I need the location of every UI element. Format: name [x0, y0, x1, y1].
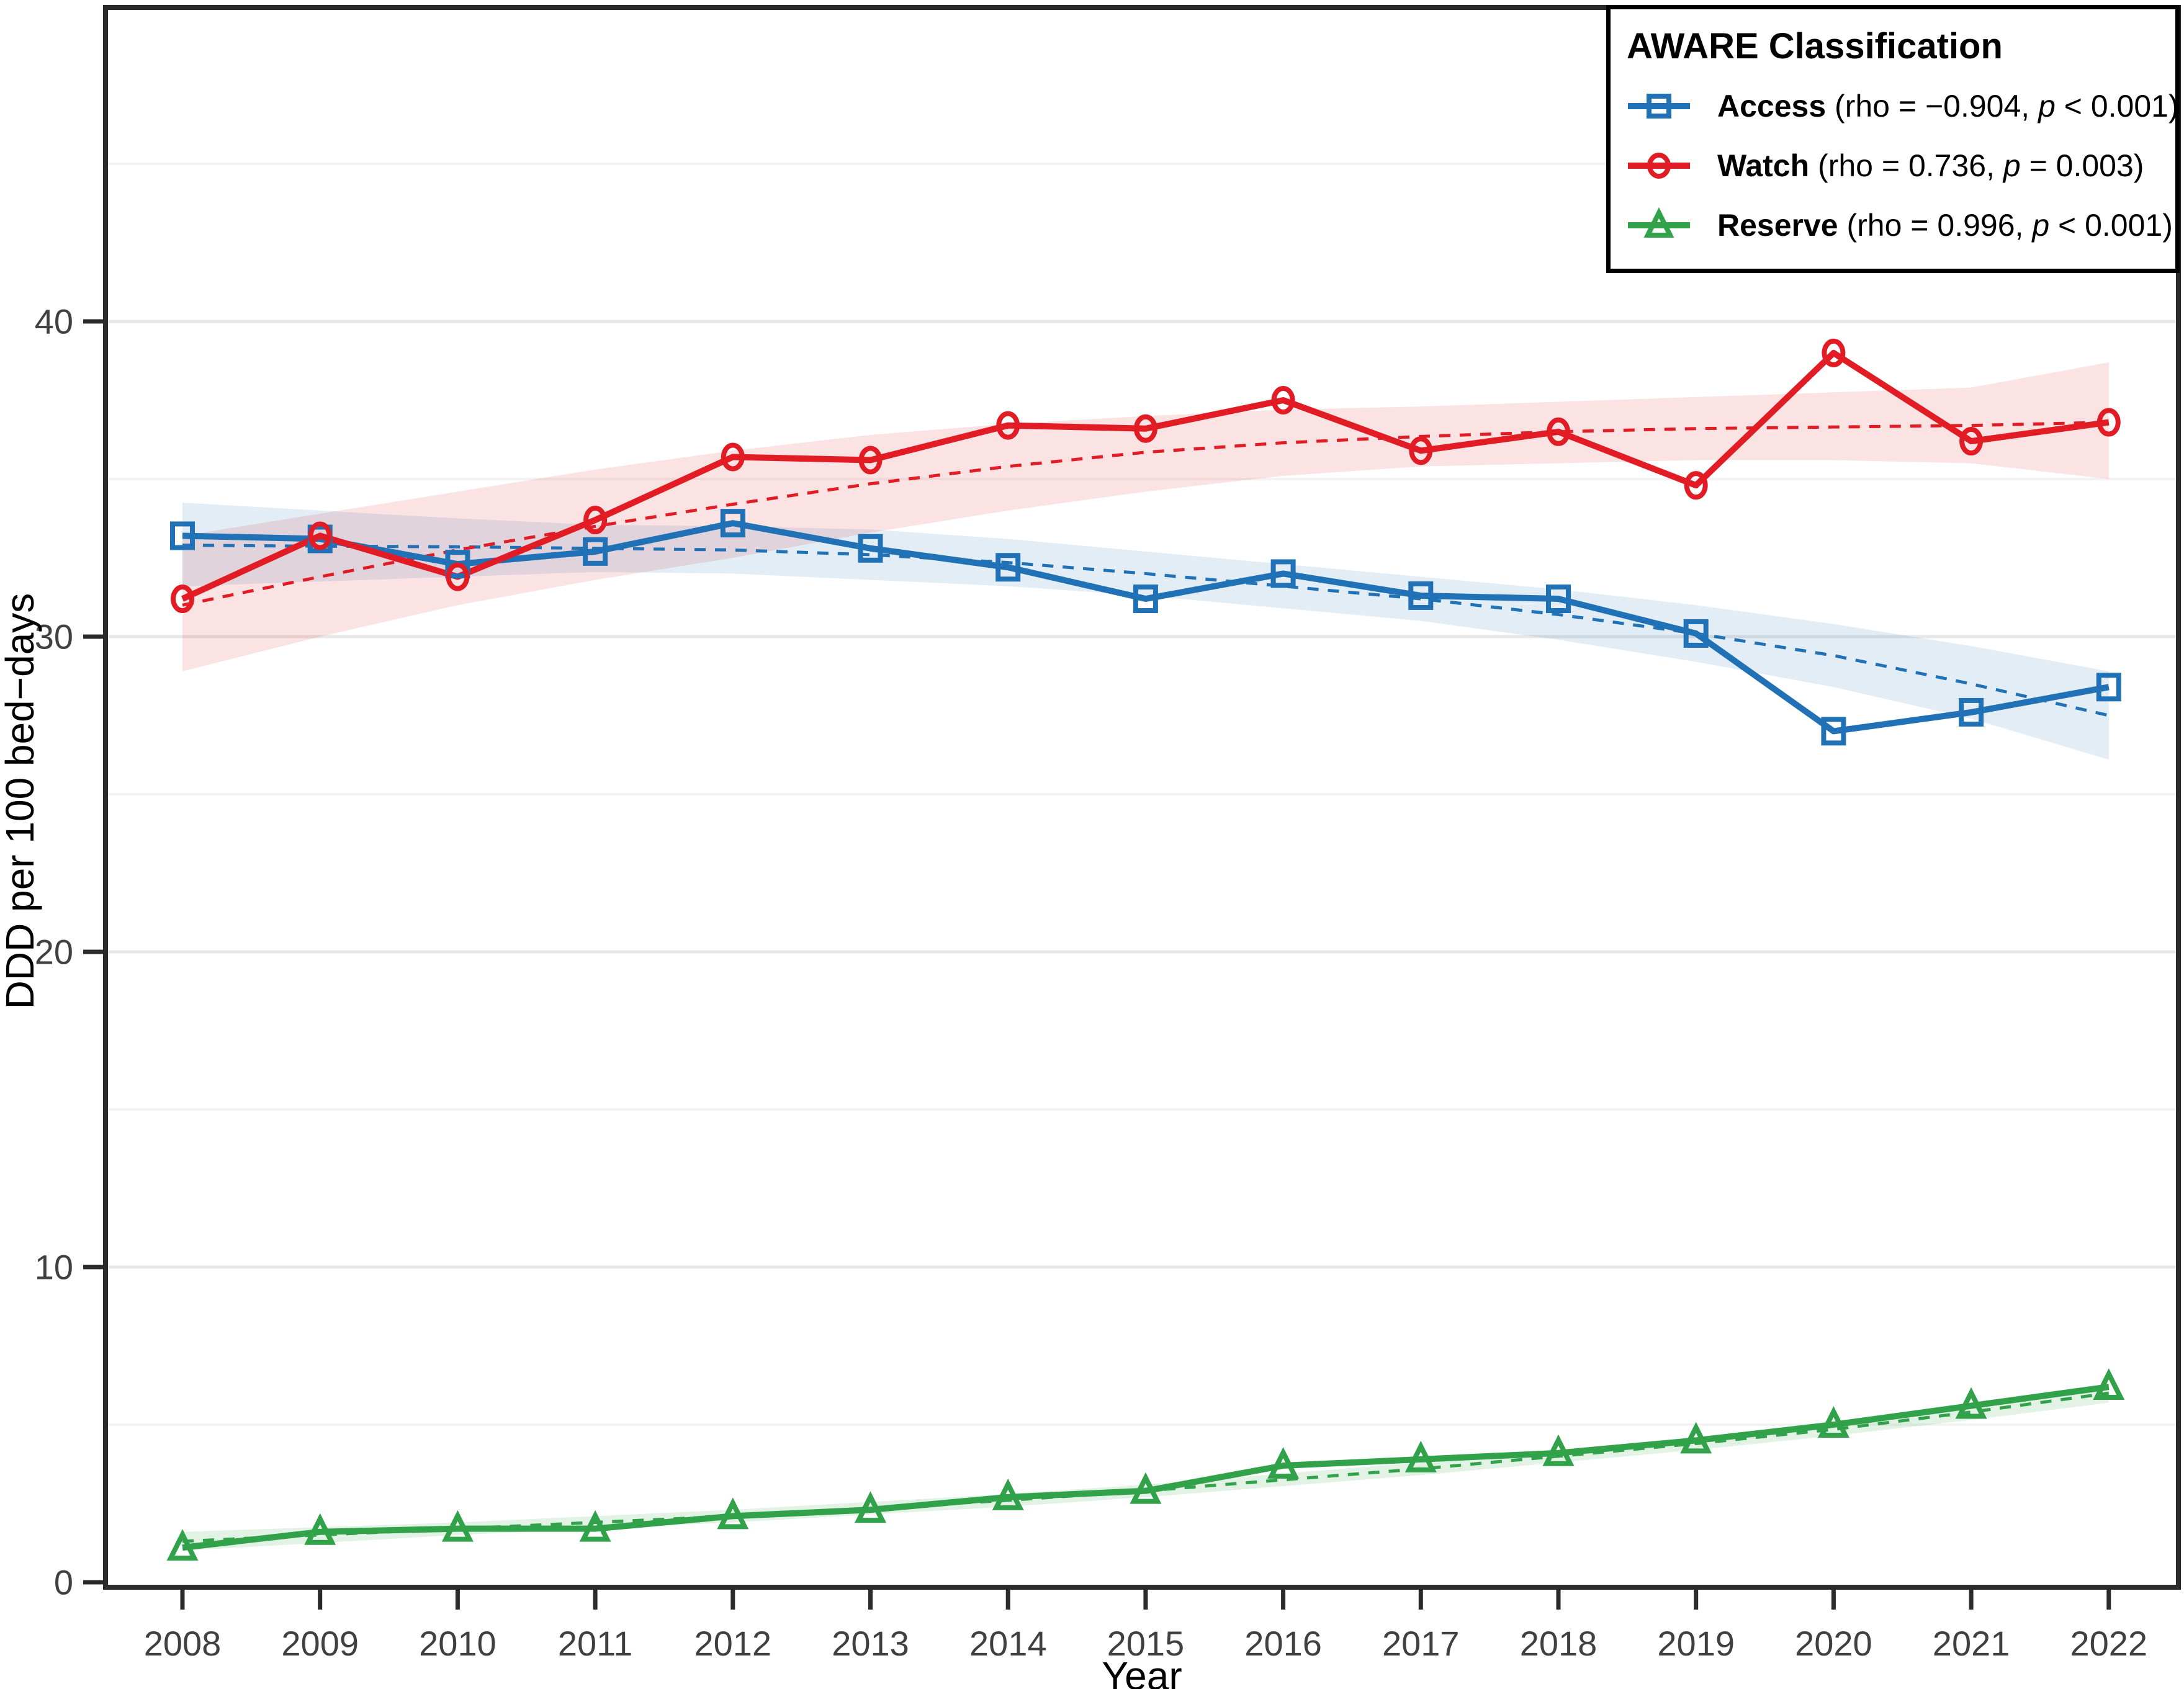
marker-circle [1959, 427, 1984, 456]
marker-triangle [1680, 1422, 1712, 1454]
marker-circle [1684, 471, 1708, 500]
y-tick-label: 0 [54, 1563, 73, 1602]
y-tick-label: 20 [35, 933, 73, 972]
marker-square [1959, 697, 1984, 727]
y-tick-label: 10 [35, 1248, 73, 1287]
x-tick-label: 2016 [1244, 1624, 1322, 1663]
legend-key-triangle-icon [1628, 207, 1690, 238]
marker-circle [1547, 417, 1570, 446]
marker-square [1683, 619, 1709, 648]
marker-square [1546, 585, 1571, 614]
confidence-band-reserve [182, 1383, 2109, 1551]
y-tick-label: 40 [35, 302, 73, 341]
x-tick-label: 2014 [969, 1624, 1047, 1663]
x-tick-label: 2008 [144, 1624, 222, 1663]
marker-triangle [717, 1497, 749, 1530]
marker-triangle [1404, 1440, 1437, 1472]
marker-circle [1271, 386, 1295, 414]
x-tick-label: 2009 [281, 1624, 359, 1663]
marker-square [583, 537, 608, 566]
legend: AWARE Classification Access (rho = −0.90… [1606, 5, 2180, 273]
legend-label: Reserve (rho = 0.996, p < 0.001) [1717, 208, 2173, 243]
marker-square [2096, 673, 2121, 702]
trend-line-access [182, 544, 2110, 717]
marker-circle [2096, 408, 2121, 437]
y-tick-label: 30 [35, 617, 73, 656]
x-tick-label: 2019 [1657, 1624, 1735, 1663]
x-tick-label: 2021 [1933, 1624, 2010, 1663]
marker-circle [171, 585, 194, 614]
marker-circle [858, 446, 883, 475]
marker-circle [1133, 414, 1157, 443]
marker-circle [1409, 436, 1433, 465]
x-tick-label: 2022 [2070, 1624, 2148, 1663]
x-axis-title: Year [1102, 1654, 1182, 1689]
marker-triangle [1955, 1387, 1987, 1419]
x-tick-label: 2011 [558, 1624, 632, 1663]
marker-triangle [441, 1510, 474, 1542]
y-axis-title: DDD per 100 bed−days [0, 593, 42, 1010]
x-tick-label: 2015 [1107, 1624, 1185, 1663]
legend-key-circle-icon [1628, 153, 1690, 179]
marker-square [1408, 581, 1434, 610]
legend-label: Access (rho = −0.904, p < 0.001) [1717, 89, 2179, 123]
marker-square [170, 521, 195, 550]
series-line-reserve [182, 1384, 2110, 1551]
marker-triangle [992, 1478, 1024, 1510]
marker-square [720, 509, 745, 538]
confidence-band-watch [182, 362, 2109, 671]
legend-entry-watch: Watch (rho = 0.736, p = 0.003) [1627, 146, 2144, 186]
marker-circle [583, 506, 608, 535]
marker-triangle [166, 1529, 199, 1561]
marker-circle [1822, 338, 1846, 367]
legend-entry-access: Access (rho = −0.904, p < 0.001) [1627, 86, 2179, 126]
marker-square [858, 534, 883, 563]
legend-key-square-icon [1628, 94, 1690, 119]
x-tick-label: 2012 [694, 1624, 772, 1663]
plot-panel-border [103, 5, 2181, 1590]
x-tick-label: 2013 [832, 1624, 909, 1663]
marker-circle [721, 442, 745, 472]
trend-line-watch [182, 421, 2109, 607]
marker-circle [996, 411, 1020, 440]
legend-title: AWARE Classification [1627, 26, 2003, 66]
legend-label: Watch (rho = 0.736, p = 0.003) [1717, 148, 2144, 183]
marker-triangle [855, 1491, 886, 1523]
marker-square [1133, 585, 1158, 614]
x-tick-label: 2017 [1382, 1624, 1460, 1663]
marker-triangle [579, 1510, 611, 1542]
marker-square [445, 550, 470, 579]
marker-square [1821, 717, 1846, 746]
marker-square [995, 553, 1021, 582]
legend-entry-reserve: Reserve (rho = 0.996, p < 0.001) [1627, 205, 2173, 245]
series-line-watch [181, 349, 2110, 602]
confidence-band-access [182, 503, 2109, 760]
marker-triangle [2093, 1368, 2125, 1400]
marker-circle [446, 562, 470, 591]
marker-triangle [1817, 1406, 1849, 1438]
x-tick-label: 2020 [1795, 1624, 1872, 1663]
marker-circle [308, 521, 332, 550]
marker-triangle [304, 1513, 336, 1545]
x-tick-label: 2010 [419, 1624, 497, 1663]
trend-line-reserve [182, 1391, 2110, 1543]
marker-triangle [1130, 1472, 1162, 1504]
marker-triangle [1267, 1447, 1300, 1479]
marker-square [1270, 559, 1296, 588]
x-tick-label: 2018 [1520, 1624, 1598, 1663]
marker-triangle [1542, 1434, 1575, 1466]
